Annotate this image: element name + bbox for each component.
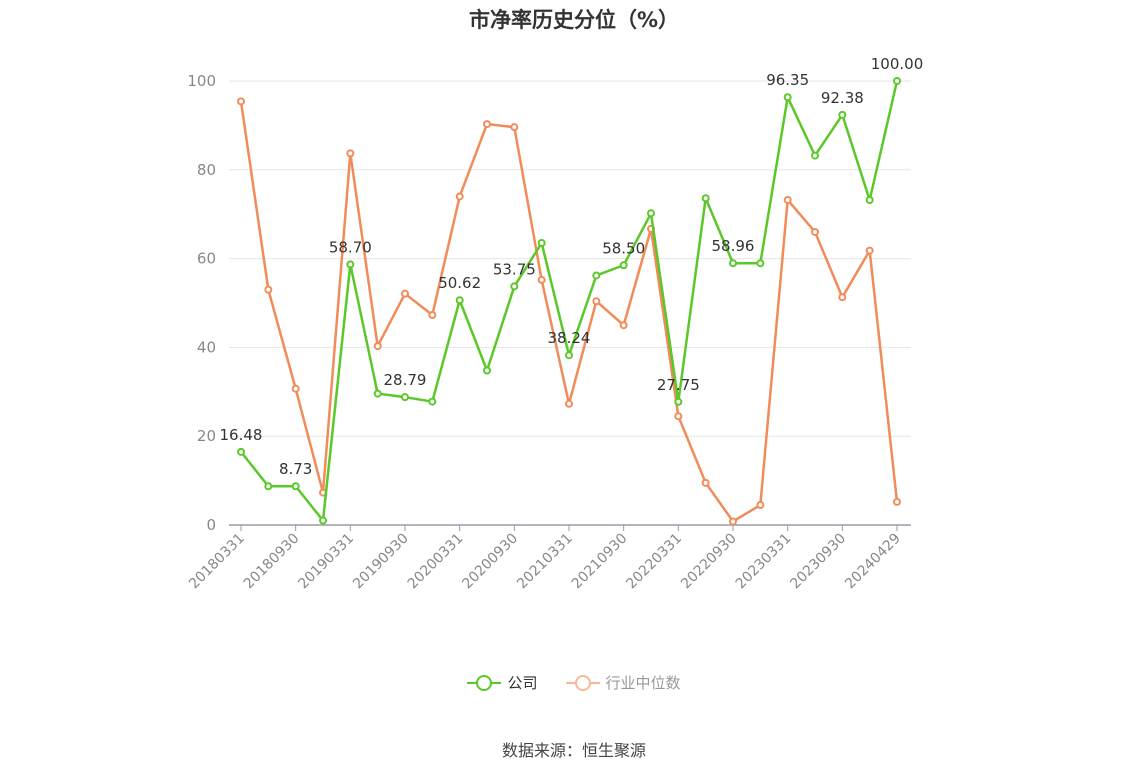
data-point (893, 77, 901, 85)
data-point (428, 310, 437, 319)
data-point (838, 110, 847, 119)
y-tick-label: 20 (197, 427, 216, 445)
data-point (373, 389, 382, 398)
data-label: 58.96 (712, 237, 755, 255)
legend-item-company[interactable]: 公司 (467, 672, 538, 693)
data-point (401, 393, 409, 402)
y-tick-label: 80 (197, 161, 216, 179)
x-tick-label: 20210331 (514, 531, 576, 593)
legend-swatch (565, 674, 600, 691)
data-point (865, 246, 874, 255)
data-point (264, 285, 273, 294)
x-tick-label: 20200930 (459, 531, 521, 593)
y-tick-label: 100 (187, 72, 216, 90)
data-label: 58.50 (602, 239, 645, 257)
chart-title: 市净率历史分位（%） (468, 8, 680, 32)
data-point (756, 501, 765, 510)
data-point (537, 275, 546, 284)
data-label: 38.24 (548, 329, 591, 347)
data-point (783, 195, 792, 204)
data-point (264, 482, 273, 491)
data-point (401, 289, 409, 298)
data-point (838, 293, 847, 302)
data-point (455, 296, 464, 305)
data-point (647, 209, 655, 218)
legend: 公司 行业中位数 (0, 672, 1148, 693)
data-label: 28.79 (384, 371, 427, 389)
data-point (319, 516, 327, 525)
data-point (674, 397, 683, 406)
data-point (455, 192, 464, 201)
y-tick-label: 40 (197, 338, 216, 356)
data-point (565, 399, 573, 408)
data-label: 92.38 (821, 89, 864, 107)
data-point (237, 97, 245, 106)
data-point (592, 271, 601, 280)
data-point (783, 93, 792, 102)
y-tick-label: 0 (206, 516, 216, 534)
legend-label: 行业中位数 (605, 674, 681, 692)
data-point (619, 321, 628, 330)
data-point (811, 151, 819, 160)
data-point (510, 282, 519, 291)
data-point (619, 261, 628, 270)
legend-swatch (467, 674, 502, 691)
x-tick-label: 20190930 (350, 531, 412, 593)
data-point (729, 517, 737, 526)
x-tick-label: 20240429 (842, 531, 904, 593)
x-tick-label: 20230331 (733, 531, 795, 593)
data-point (483, 120, 491, 129)
x-tick-label: 20220930 (678, 531, 740, 593)
data-point (592, 297, 601, 306)
data-label: 8.73 (279, 460, 312, 478)
data-point (291, 384, 300, 393)
legend-label: 公司 (507, 674, 538, 692)
x-tick-label: 20180331 (186, 531, 248, 593)
data-label: 96.35 (766, 71, 809, 89)
legend-item-industry-median[interactable]: 行业中位数 (565, 672, 681, 693)
data-point (701, 194, 710, 203)
data-point (893, 497, 901, 506)
data-point (510, 123, 519, 132)
data-point (756, 259, 765, 268)
x-tick-label: 20190331 (295, 531, 357, 593)
data-point (373, 342, 382, 351)
data-point (346, 260, 355, 269)
data-label: 50.62 (438, 274, 481, 292)
data-point (346, 149, 355, 158)
data-point (865, 195, 874, 204)
data-point (291, 482, 300, 491)
data-label: 27.75 (657, 376, 700, 394)
x-tick-label: 20180930 (241, 531, 303, 593)
data-point (537, 239, 546, 248)
data-point (674, 412, 683, 421)
x-tick-label: 20210930 (569, 531, 631, 593)
data-point (729, 259, 737, 268)
data-label: 16.48 (220, 426, 263, 444)
data-label: 58.70 (329, 238, 372, 256)
data-point (237, 447, 245, 456)
data-point (811, 227, 819, 236)
y-tick-label: 60 (197, 250, 216, 268)
data-label: 53.75 (493, 260, 536, 278)
data-point (565, 351, 573, 360)
data-point (428, 397, 437, 406)
data-label: 100.00 (871, 55, 924, 73)
data-point (483, 366, 491, 375)
source-text: 数据来源：恒生聚源 (501, 741, 646, 760)
data-point (701, 478, 710, 487)
x-tick-label: 20220331 (623, 531, 685, 593)
x-tick-label: 20200331 (405, 531, 467, 593)
x-tick-label: 20230930 (787, 531, 849, 593)
series-line-industry-median (239, 101, 899, 523)
